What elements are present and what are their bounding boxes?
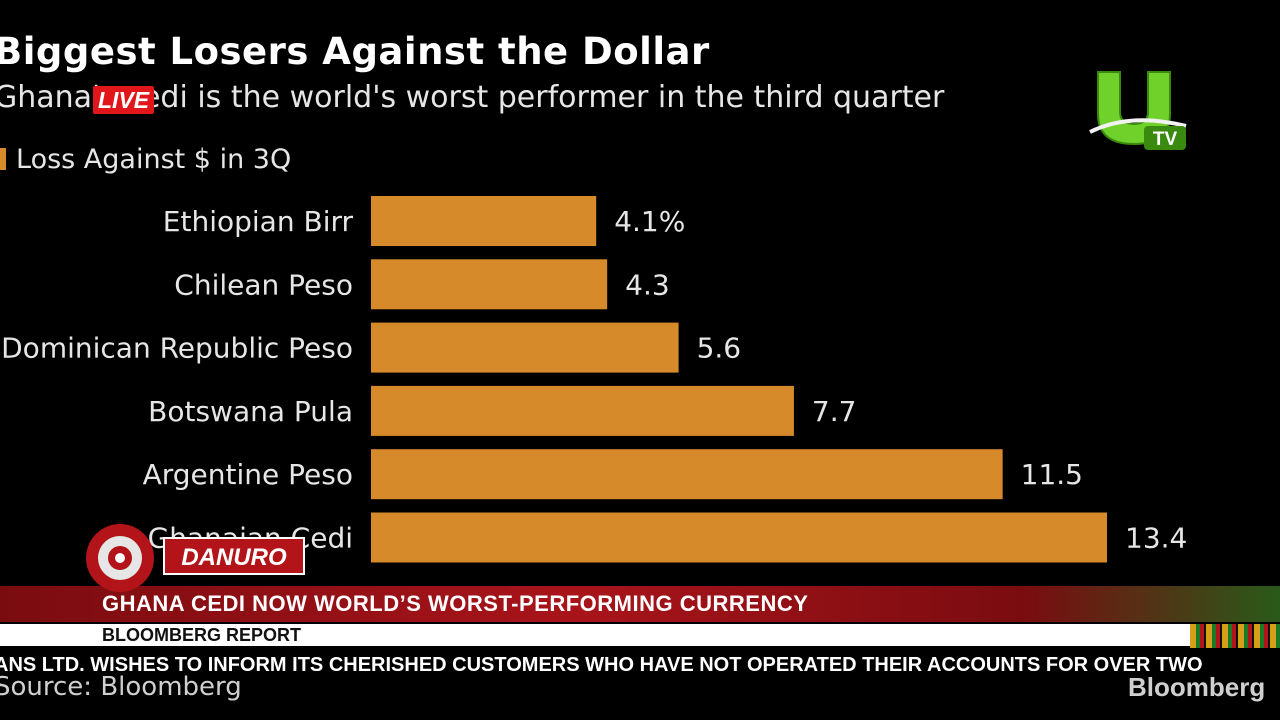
- bloomberg-brand: Bloomberg: [1128, 672, 1266, 702]
- value-label: 7.7: [812, 395, 857, 428]
- kente-pattern: [1190, 624, 1280, 648]
- value-label: 11.5: [1021, 458, 1083, 491]
- news-ticker: ANS LTD. WISHES TO INFORM ITS CHERISHED …: [0, 654, 1203, 676]
- live-badge: LIVE: [93, 86, 155, 114]
- subline-bar: [0, 624, 1200, 646]
- ticker-bar: [0, 648, 1280, 682]
- value-label: 4.3: [625, 268, 670, 301]
- danuro-logo-text: DANURO: [181, 544, 287, 571]
- utv-logo-icon: TV: [1089, 71, 1187, 150]
- lower-third-banner: [0, 586, 1280, 622]
- utv-logo-suffix: TV: [1153, 129, 1178, 150]
- category-label: Argentine Peso: [143, 458, 353, 491]
- legend-swatch: [0, 148, 6, 170]
- category-label: Ethiopian Birr: [163, 205, 354, 238]
- danuro-logo-icon: DANURO: [86, 524, 305, 592]
- bar-ghanaian-cedi: [371, 512, 1107, 563]
- chart-title: Biggest Losers Against the Dollar: [0, 30, 710, 73]
- category-label: Botswana Pula: [148, 395, 353, 428]
- bar-ethiopian-birr: [371, 196, 597, 246]
- bar-botswana-pula: [371, 385, 794, 436]
- category-label: Chilean Peso: [174, 268, 353, 301]
- category-label: Dominican Republic Peso: [1, 332, 353, 365]
- value-label: 4.1%: [614, 205, 685, 238]
- bar-argentine-peso: [371, 449, 1003, 500]
- chart-subtitle: Ghana's cedi is the world's worst perfor…: [0, 80, 945, 115]
- bar-dominican-republic-peso: [371, 322, 679, 373]
- subline-text: BLOOMBERG REPORT: [102, 625, 302, 645]
- value-label: 13.4: [1125, 522, 1187, 555]
- value-label: 5.6: [697, 332, 742, 365]
- headline-text: GHANA CEDI NOW WORLD’S WORST-PERFORMING …: [102, 591, 809, 616]
- bar-chilean-peso: [371, 259, 608, 310]
- source-note: Source: Bloomberg: [0, 672, 242, 702]
- chart-legend: Loss Against $ in 3Q: [0, 144, 291, 175]
- legend-label: Loss Against $ in 3Q: [16, 144, 292, 175]
